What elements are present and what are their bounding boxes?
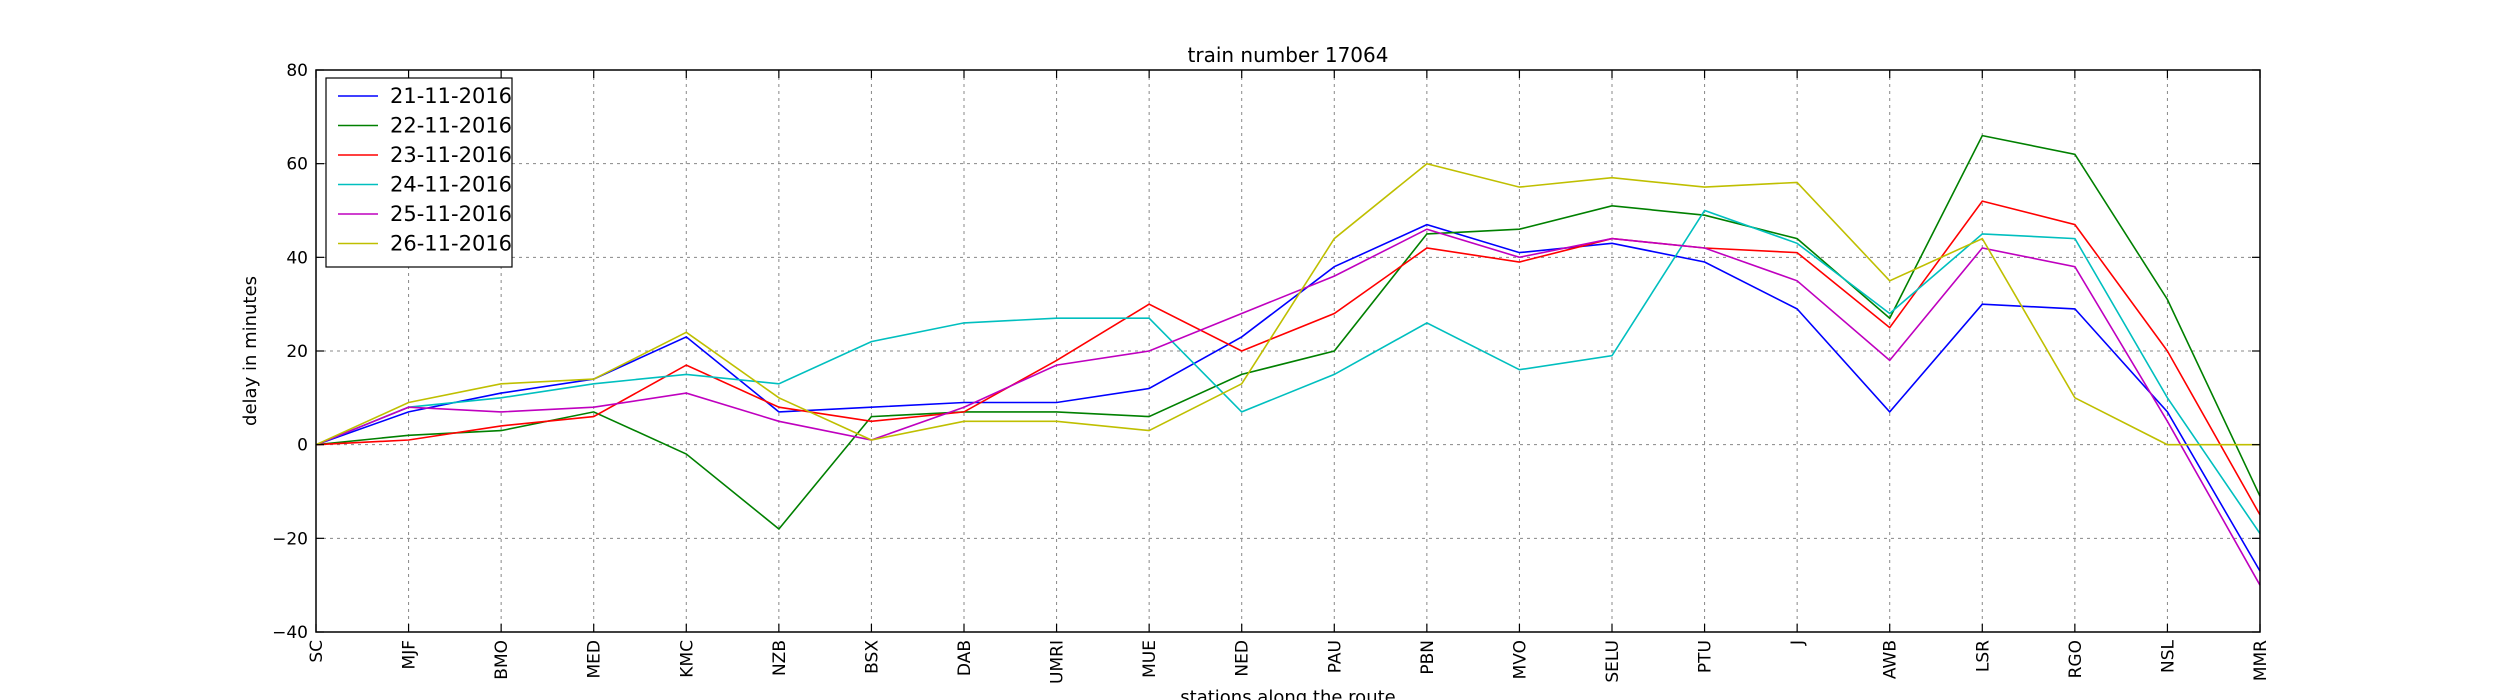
x-tick-label: MJF bbox=[400, 640, 420, 669]
series-lines bbox=[315, 134, 2261, 586]
axis-ticks: −40 −20 0 20 40 60 80 SC MJF BMO MED KMC NZB BSX DAB UM… bbox=[272, 61, 2271, 684]
series-line bbox=[315, 162, 2260, 446]
x-tick-label: AWB bbox=[1881, 640, 1901, 679]
x-tick-label: KMC bbox=[677, 640, 697, 678]
x-tick-label: NED bbox=[1233, 640, 1253, 677]
series-line bbox=[315, 228, 2261, 586]
x-tick-label: RGO bbox=[2066, 640, 2086, 678]
x-tick-label: LSR bbox=[1973, 640, 1993, 672]
y-axis-label: delay in minutes bbox=[240, 276, 261, 426]
y-tick-label: −20 bbox=[272, 529, 308, 549]
series-line bbox=[315, 134, 2261, 531]
legend-label: 21-11-2016 bbox=[390, 84, 512, 108]
legend: 21-11-2016 22-11-2016 23-11-2016 24-11-2016… bbox=[325, 77, 513, 268]
x-tick-label: MED bbox=[585, 640, 605, 679]
x-tick-label: MMR bbox=[2251, 640, 2271, 681]
x-tick-label: MUE bbox=[1140, 640, 1160, 678]
legend-label: 25-11-2016 bbox=[390, 202, 512, 226]
legend-label: 22-11-2016 bbox=[390, 114, 512, 138]
y-tick-label: 0 bbox=[297, 436, 308, 456]
y-tick-label: 20 bbox=[286, 342, 308, 362]
x-tick-label: UMRI bbox=[1048, 640, 1068, 684]
legend-label: 24-11-2016 bbox=[390, 173, 512, 197]
chart-title: train number 17064 bbox=[1188, 43, 1389, 67]
x-tick-label: DAB bbox=[955, 640, 975, 676]
legend-label: 23-11-2016 bbox=[390, 143, 512, 167]
x-tick-label: NZB bbox=[770, 640, 790, 676]
series-line bbox=[315, 200, 2261, 516]
x-tick-label: J bbox=[1788, 640, 1808, 646]
y-tick-label: 80 bbox=[286, 61, 308, 81]
y-tick-label: 40 bbox=[286, 248, 308, 268]
x-tick-label: SELU bbox=[1603, 640, 1623, 683]
x-axis-label: stations along the route bbox=[1180, 687, 1395, 700]
legend-box bbox=[325, 77, 513, 268]
legend-label: 26-11-2016 bbox=[390, 232, 512, 256]
x-tick-label: PTU bbox=[1696, 640, 1716, 673]
series-line bbox=[315, 209, 2261, 535]
y-tick-label: 60 bbox=[286, 155, 308, 175]
series-line bbox=[315, 223, 2261, 572]
x-tick-label: BSX bbox=[862, 640, 882, 674]
x-tick-label: MVO bbox=[1510, 640, 1530, 679]
x-tick-label: NSL bbox=[2158, 639, 2178, 673]
x-tick-label: SC bbox=[307, 640, 327, 663]
y-tick-label: −40 bbox=[272, 623, 308, 643]
x-tick-label: PBN bbox=[1418, 640, 1438, 675]
x-tick-label: PAU bbox=[1325, 640, 1345, 673]
x-tick-label: BMO bbox=[492, 640, 512, 680]
